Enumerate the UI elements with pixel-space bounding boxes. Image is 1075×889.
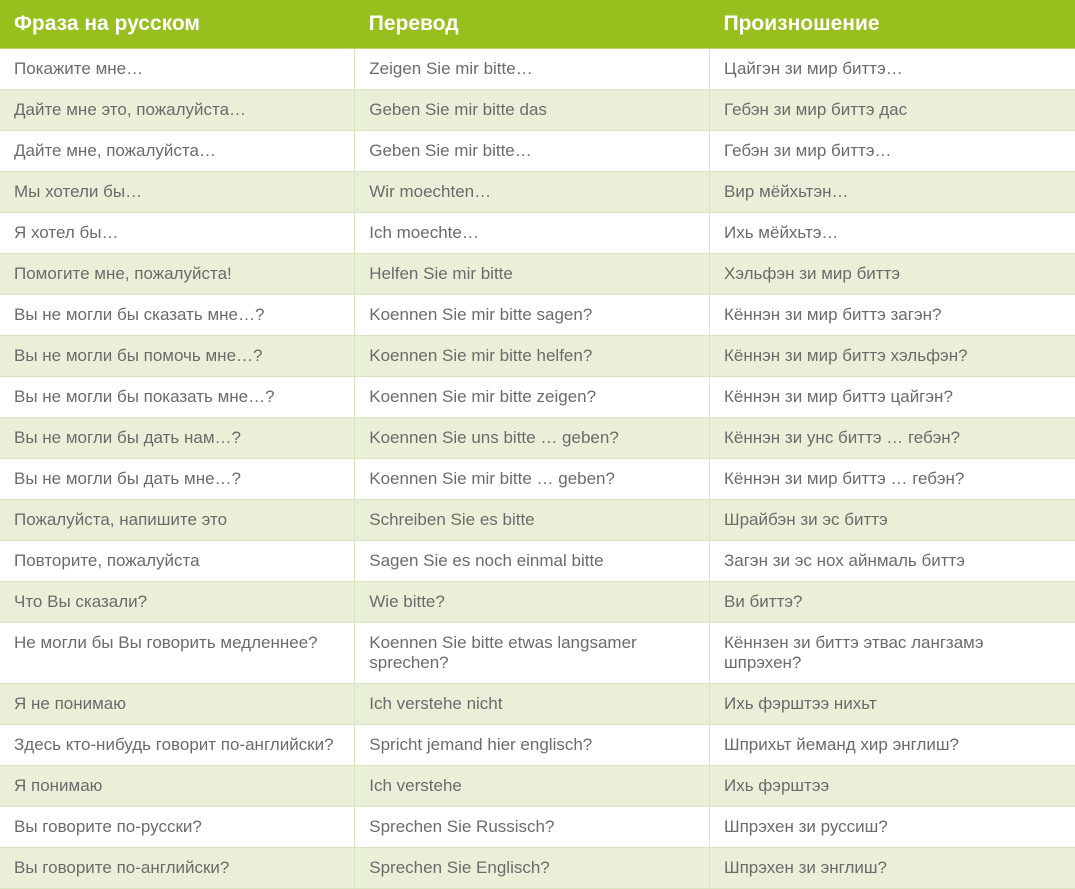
header-row: Фраза на русском Перевод Произношение <box>0 0 1075 49</box>
cell-translation: Koennen Sie bitte etwas langsamer sprech… <box>355 623 710 684</box>
cell-pronunciation: Ви биттэ? <box>710 582 1075 623</box>
table-row: Что Вы сказали?Wie bitte?Ви биттэ? <box>0 582 1075 623</box>
cell-russian: Не могли бы Вы говорить медленнее? <box>0 623 355 684</box>
cell-russian: Повторите, пожалуйста <box>0 541 355 582</box>
cell-pronunciation: Ихь мёйхьтэ… <box>710 213 1075 254</box>
cell-translation: Koennen Sie mir bitte zeigen? <box>355 377 710 418</box>
cell-russian: Вы говорите по-английски? <box>0 848 355 889</box>
cell-russian: Вы не могли бы показать мне…? <box>0 377 355 418</box>
cell-russian: Вы говорите по-русски? <box>0 807 355 848</box>
table-row: Дайте мне это, пожалуйста…Geben Sie mir … <box>0 90 1075 131</box>
cell-translation: Ich verstehe <box>355 766 710 807</box>
cell-pronunciation: Кённэн зи мир биттэ загэн? <box>710 295 1075 336</box>
table-row: Здесь кто-нибудь говорит по-английски?Sp… <box>0 725 1075 766</box>
cell-russian: Здесь кто-нибудь говорит по-английски? <box>0 725 355 766</box>
phrase-table: Фраза на русском Перевод Произношение По… <box>0 0 1075 889</box>
cell-pronunciation: Кённэн зи мир биттэ … гебэн? <box>710 459 1075 500</box>
cell-russian: Вы не могли бы сказать мне…? <box>0 295 355 336</box>
cell-pronunciation: Шпрэхен зи руссиш? <box>710 807 1075 848</box>
cell-pronunciation: Шрайбэн зи эс биттэ <box>710 500 1075 541</box>
cell-translation: Schreiben Sie es bitte <box>355 500 710 541</box>
cell-pronunciation: Вир мёйхьтэн… <box>710 172 1075 213</box>
table-body: Покажите мне… Zeigen Sie mir bitte…Цайгэ… <box>0 49 1075 889</box>
cell-translation: Koennen Sie mir bitte helfen? <box>355 336 710 377</box>
cell-translation: Sprechen Sie Russisch? <box>355 807 710 848</box>
cell-russian: Я не понимаю <box>0 684 355 725</box>
cell-translation: Ich moechte… <box>355 213 710 254</box>
cell-translation: Wir moechten… <box>355 172 710 213</box>
cell-pronunciation: Кённзен зи биттэ этвас лангзамэ шпрэхен? <box>710 623 1075 684</box>
cell-pronunciation: Ихь фэрштээ <box>710 766 1075 807</box>
cell-russian: Вы не могли бы дать мне…? <box>0 459 355 500</box>
cell-russian: Мы хотели бы… <box>0 172 355 213</box>
cell-pronunciation: Гебэн зи мир биттэ дас <box>710 90 1075 131</box>
table-row: Вы не могли бы сказать мне…?Koennen Sie … <box>0 295 1075 336</box>
cell-translation: Koennen Sie uns bitte … geben? <box>355 418 710 459</box>
table-row: Я не понимаюIch verstehe nichtИхь фэрштэ… <box>0 684 1075 725</box>
cell-pronunciation: Хэльфэн зи мир биттэ <box>710 254 1075 295</box>
table-row: Дайте мне, пожалуйста…Geben Sie mir bitt… <box>0 131 1075 172</box>
header-translation: Перевод <box>355 0 710 49</box>
table-row: Вы говорите по-русски?Sprechen Sie Russi… <box>0 807 1075 848</box>
table-row: Вы говорите по-английски?Sprechen Sie En… <box>0 848 1075 889</box>
cell-pronunciation: Шприхьт йеманд хир энглиш? <box>710 725 1075 766</box>
cell-translation: Spricht jemand hier englisch? <box>355 725 710 766</box>
table-row: Вы не могли бы показать мне…?Koennen Sie… <box>0 377 1075 418</box>
header-pronunciation: Произношение <box>710 0 1075 49</box>
table-row: Не могли бы Вы говорить медленнее?Koenne… <box>0 623 1075 684</box>
cell-translation: Sprechen Sie Englisch? <box>355 848 710 889</box>
cell-russian: Я хотел бы… <box>0 213 355 254</box>
cell-russian: Покажите мне… <box>0 49 355 90</box>
table-row: Мы хотели бы…Wir moechten…Вир мёйхьтэн… <box>0 172 1075 213</box>
table-row: Повторите, пожалуйстаSagen Sie es noch e… <box>0 541 1075 582</box>
cell-translation: Geben Sie mir bitte das <box>355 90 710 131</box>
table-row: Помогите мне, пожалуйста!Helfen Sie mir … <box>0 254 1075 295</box>
cell-russian: Пожалуйста, напишите это <box>0 500 355 541</box>
table-row: Я хотел бы…Ich moechte…Ихь мёйхьтэ… <box>0 213 1075 254</box>
table-row: Вы не могли бы дать мне…?Koennen Sie mir… <box>0 459 1075 500</box>
cell-pronunciation: Загэн зи эс нох айнмаль биттэ <box>710 541 1075 582</box>
cell-translation: Koennen Sie mir bitte sagen? <box>355 295 710 336</box>
cell-translation: Helfen Sie mir bitte <box>355 254 710 295</box>
cell-translation: Zeigen Sie mir bitte… <box>355 49 710 90</box>
cell-pronunciation: Кённэн зи унс биттэ … гебэн? <box>710 418 1075 459</box>
cell-russian: Я понимаю <box>0 766 355 807</box>
cell-pronunciation: Кённэн зи мир биттэ цайгэн? <box>710 377 1075 418</box>
cell-translation: Ich verstehe nicht <box>355 684 710 725</box>
cell-translation: Koennen Sie mir bitte … geben? <box>355 459 710 500</box>
cell-translation: Geben Sie mir bitte… <box>355 131 710 172</box>
cell-russian: Вы не могли бы дать нам…? <box>0 418 355 459</box>
cell-russian: Что Вы сказали? <box>0 582 355 623</box>
cell-translation: Wie bitte? <box>355 582 710 623</box>
table-row: Пожалуйста, напишите этоSchreiben Sie es… <box>0 500 1075 541</box>
cell-russian: Помогите мне, пожалуйста! <box>0 254 355 295</box>
cell-translation: Sagen Sie es noch einmal bitte <box>355 541 710 582</box>
cell-pronunciation: Шпрэхен зи энглиш? <box>710 848 1075 889</box>
table-row: Вы не могли бы дать нам…?Koennen Sie uns… <box>0 418 1075 459</box>
table-row: Покажите мне… Zeigen Sie mir bitte…Цайгэ… <box>0 49 1075 90</box>
cell-russian: Дайте мне, пожалуйста… <box>0 131 355 172</box>
header-russian: Фраза на русском <box>0 0 355 49</box>
cell-pronunciation: Цайгэн зи мир биттэ… <box>710 49 1075 90</box>
cell-pronunciation: Кённэн зи мир биттэ хэльфэн? <box>710 336 1075 377</box>
table-row: Вы не могли бы помочь мне…?Koennen Sie m… <box>0 336 1075 377</box>
table-row: Я понимаюIch versteheИхь фэрштээ <box>0 766 1075 807</box>
cell-russian: Вы не могли бы помочь мне…? <box>0 336 355 377</box>
cell-russian: Дайте мне это, пожалуйста… <box>0 90 355 131</box>
cell-pronunciation: Гебэн зи мир биттэ… <box>710 131 1075 172</box>
cell-pronunciation: Ихь фэрштээ нихьт <box>710 684 1075 725</box>
